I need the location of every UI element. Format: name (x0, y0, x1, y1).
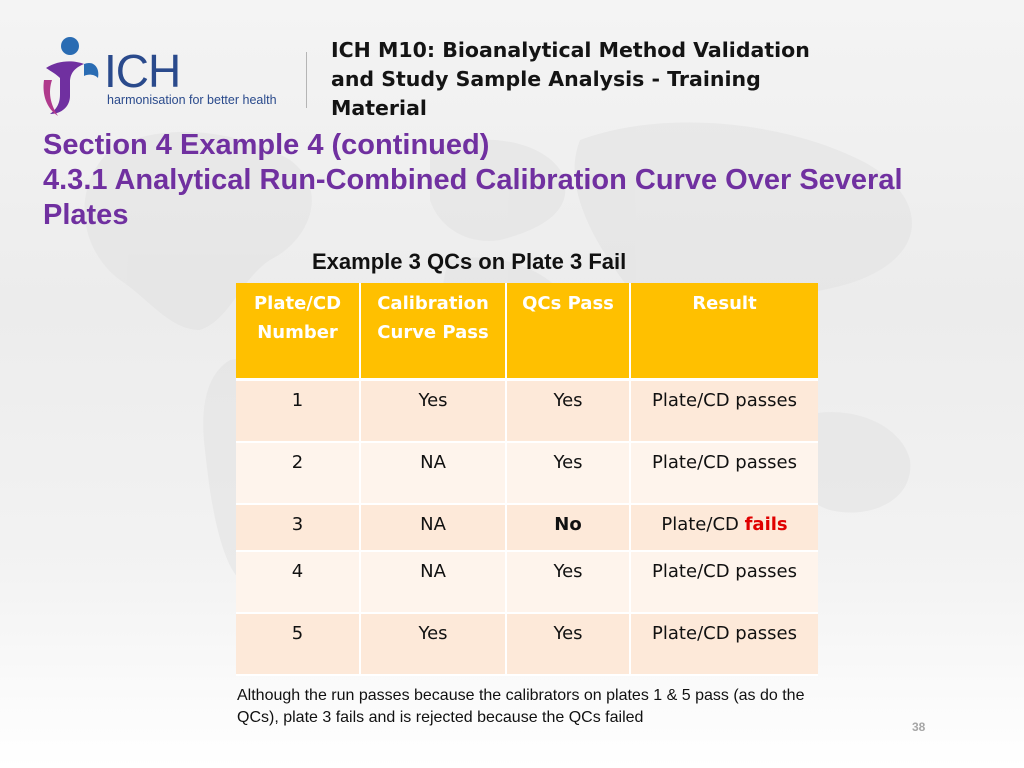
section-heading: Section 4 Example 4 (continued) (43, 129, 490, 161)
section-title: Section 4 Example 4 (continued) 4.3.1 An… (43, 128, 943, 233)
cell-plate: 2 (236, 441, 361, 505)
column-header-plate: Plate/CD Number (236, 283, 361, 381)
results-table: Plate/CD Number Calibration Curve Pass Q… (236, 283, 818, 676)
column-header-qcs: QCs Pass (506, 283, 631, 381)
cell-plate: 5 (236, 612, 361, 676)
cell-calibration: NA (360, 550, 507, 614)
cell-calibration: Yes (360, 612, 507, 676)
cell-calibration: Yes (360, 379, 507, 443)
ich-wordmark: ICH (104, 45, 181, 97)
document-title: ICH M10: Bioanalytical Method Validation… (331, 38, 810, 120)
result-text: Plate/CD passes (652, 622, 797, 644)
table-row: 4 NA Yes Plate/CD passes (236, 550, 818, 614)
table-row: 3 NA No Plate/CD fails (236, 503, 818, 552)
column-header-calibration: Calibration Curve Pass (360, 283, 507, 381)
cell-result: Plate/CD fails (630, 503, 818, 552)
cell-qcs: Yes (506, 612, 631, 676)
page-number: 38 (912, 720, 926, 734)
column-header-result: Result (630, 283, 818, 381)
explanation-note: Although the run passes because the cali… (237, 687, 805, 726)
cell-plate: 4 (236, 550, 361, 614)
cell-plate: 3 (236, 503, 361, 552)
ich-figure-icon (43, 37, 99, 116)
result-fail-text: fails (744, 513, 788, 535)
result-text: Plate/CD passes (652, 451, 797, 473)
cell-qcs: Yes (506, 441, 631, 505)
cell-result: Plate/CD passes (630, 441, 818, 505)
cell-qcs: Yes (506, 379, 631, 443)
table-row: 1 Yes Yes Plate/CD passes (236, 379, 818, 443)
table-caption: Example 3 QCs on Plate 3 Fail (312, 249, 627, 274)
table-header-row: Plate/CD Number Calibration Curve Pass Q… (236, 283, 818, 381)
cell-plate: 1 (236, 379, 361, 443)
cell-result: Plate/CD passes (630, 550, 818, 614)
ich-tagline: harmonisation for better health (107, 93, 277, 107)
section-subheading: 4.3.1 Analytical Run-Combined Calibratio… (43, 164, 903, 231)
cell-result: Plate/CD passes (630, 612, 818, 676)
table-row: 2 NA Yes Plate/CD passes (236, 441, 818, 505)
table-row: 5 Yes Yes Plate/CD passes (236, 612, 818, 676)
result-prefix: Plate/CD (661, 513, 745, 535)
ich-logo: ICH harmonisation for better health (40, 34, 300, 120)
cell-qcs: Yes (506, 550, 631, 614)
cell-calibration: NA (360, 441, 507, 505)
cell-qcs-fail: No (506, 503, 631, 552)
result-text: Plate/CD passes (652, 560, 797, 582)
header-divider (306, 52, 307, 108)
result-text: Plate/CD passes (652, 390, 797, 411)
cell-calibration: NA (360, 503, 507, 552)
cell-result: Plate/CD passes (630, 379, 818, 443)
